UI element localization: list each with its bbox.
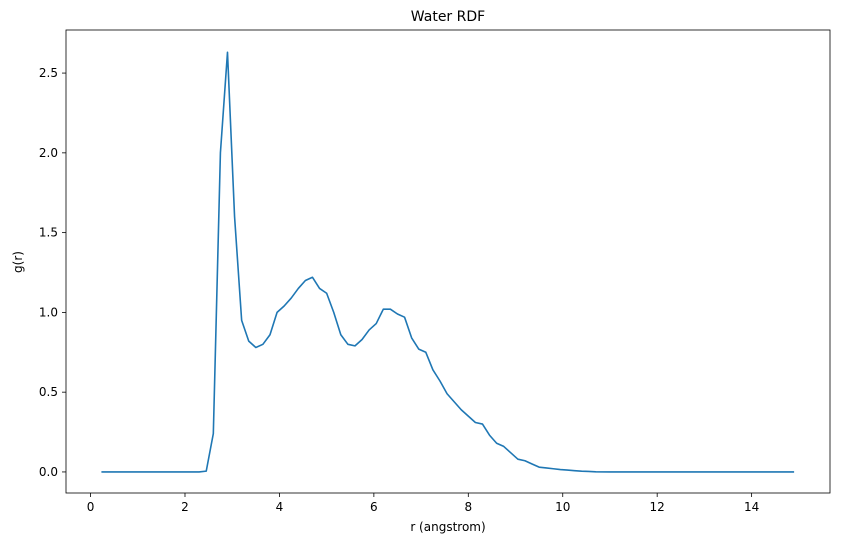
x-tick-label: 6: [370, 500, 378, 514]
plot-area: [101, 51, 795, 473]
x-tick-label: 4: [276, 500, 284, 514]
x-tick-label: 12: [650, 500, 665, 514]
y-tick-label: 2.0: [39, 146, 58, 160]
chart-title: Water RDF: [411, 9, 485, 25]
rdf-series-line: [101, 51, 795, 473]
y-tick-label: 1.5: [39, 226, 58, 240]
y-tick-label: 0.5: [39, 385, 58, 399]
y-tick-label: 2.5: [39, 66, 58, 80]
plot-frame: [65, 29, 831, 494]
x-tick-label: 2: [181, 500, 189, 514]
x-tick-label: 14: [744, 500, 759, 514]
y-tick-label: 0.0: [39, 465, 58, 479]
x-tick-label: 10: [555, 500, 570, 514]
x-tick-label: 0: [87, 500, 95, 514]
x-axis-label: r (angstrom): [410, 520, 485, 534]
x-tick-label: 8: [464, 500, 472, 514]
x-axis: 0 2 4 6 8 10 12 14: [87, 493, 759, 514]
y-axis: 0.0 0.5 1.0 1.5 2.0 2.5: [39, 66, 66, 479]
y-tick-label: 1.0: [39, 305, 58, 319]
y-axis-label: g(r): [11, 251, 25, 273]
